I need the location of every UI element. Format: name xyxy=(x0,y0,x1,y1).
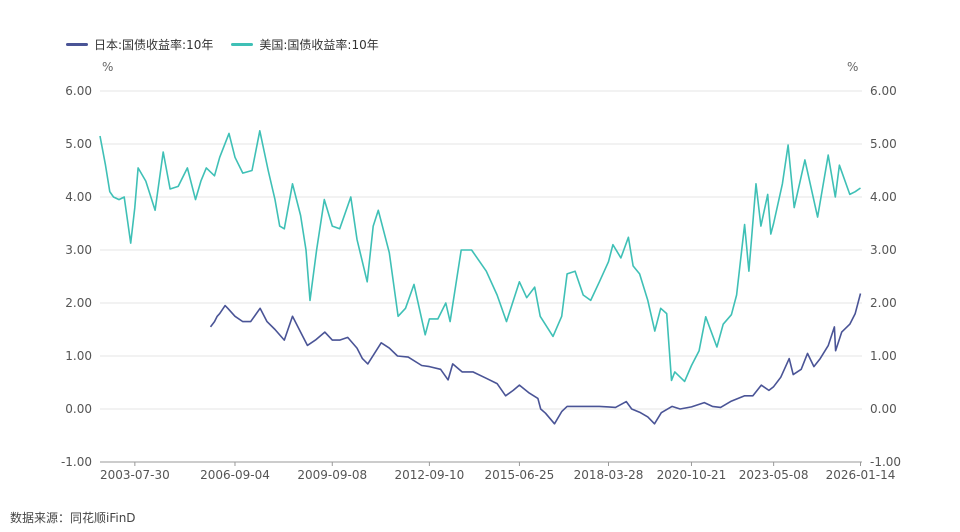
y-tick-label-right: -1.00 xyxy=(870,455,901,469)
y-tick-label-right: 1.00 xyxy=(870,349,897,363)
series-line-us xyxy=(99,130,861,383)
y-tick-label-left: 5.00 xyxy=(65,137,92,151)
y-tick-label-left: -1.00 xyxy=(61,455,92,469)
series-line-japan xyxy=(209,293,862,425)
x-tick-label: 2026-01-14 xyxy=(826,468,896,482)
y-tick-label-left: 3.00 xyxy=(65,243,92,257)
y-tick-label-right: 6.00 xyxy=(870,84,897,98)
y-tick-label-left: 4.00 xyxy=(65,190,92,204)
y-tick-label-right: 5.00 xyxy=(870,137,897,151)
y-tick-label-right: 3.00 xyxy=(870,243,897,257)
x-tick-label: 2009-09-08 xyxy=(297,468,367,482)
x-tick-label: 2015-06-25 xyxy=(485,468,555,482)
legend-label-japan: 日本:国债收益率:10年 xyxy=(94,38,214,52)
chart-legend: 日本:国债收益率:10年 美国:国债收益率:10年 xyxy=(66,36,379,53)
y-tick-label-left: 0.00 xyxy=(65,402,92,416)
legend-swatch-us xyxy=(231,43,254,46)
y-tick-label-left: 6.00 xyxy=(65,84,92,98)
legend-swatch-japan xyxy=(66,43,88,46)
legend-item-us[interactable]: 美国:国债收益率:10年 xyxy=(231,36,379,53)
x-tick-label: 2020-10-21 xyxy=(657,468,727,482)
x-tick-label: 2003-07-30 xyxy=(100,468,170,482)
legend-item-japan[interactable]: 日本:国债收益率:10年 xyxy=(66,36,213,53)
right-axis-unit: % xyxy=(847,60,859,74)
y-tick-label-right: 0.00 xyxy=(870,402,897,416)
legend-label-us: 美国:国债收益率:10年 xyxy=(259,38,379,52)
x-tick-label: 2018-03-28 xyxy=(574,468,644,482)
x-tick-label: 2023-05-08 xyxy=(739,468,809,482)
left-axis-unit: % xyxy=(102,60,114,74)
y-tick-label-right: 4.00 xyxy=(870,190,897,204)
data-source-note: 数据来源：同花顺iFinD xyxy=(10,511,136,525)
x-tick-label: 2012-09-10 xyxy=(395,468,465,482)
y-tick-label-right: 2.00 xyxy=(870,296,897,310)
x-tick-label: 2006-09-04 xyxy=(200,468,270,482)
y-tick-label-left: 2.00 xyxy=(65,296,92,310)
y-tick-label-left: 1.00 xyxy=(65,349,92,363)
